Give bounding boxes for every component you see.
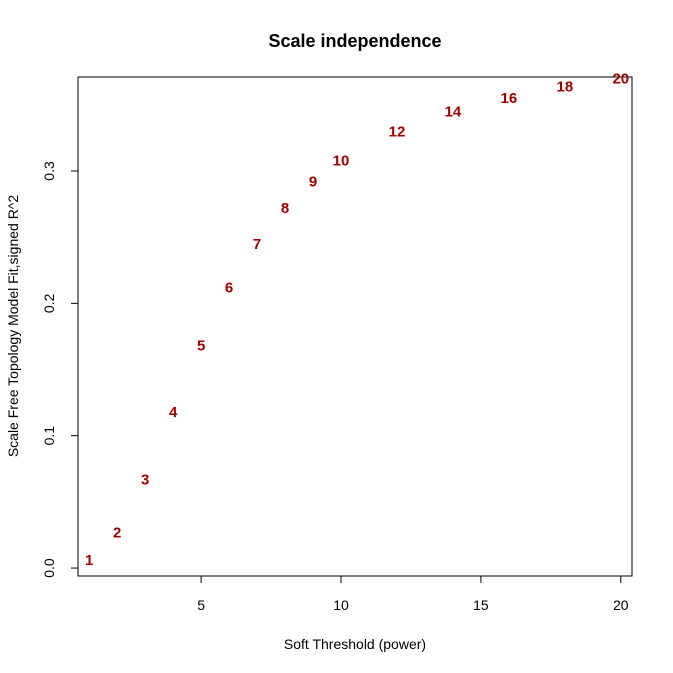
x-tick-label: 20 [613, 597, 629, 613]
plot-frame [77, 76, 633, 577]
y-tick-label: 0.2 [41, 293, 57, 313]
data-point-label: 6 [225, 279, 233, 296]
x-tick-label: 5 [197, 597, 205, 613]
data-point-label: 16 [501, 90, 518, 107]
y-tick-label: 0.0 [41, 558, 57, 578]
x-tick-label: 10 [333, 597, 349, 613]
data-point-label: 8 [281, 200, 289, 217]
data-point-label: 1 [85, 552, 93, 569]
y-tick-label: 0.3 [41, 161, 57, 181]
x-axis-label: Soft Threshold (power) [284, 636, 426, 652]
data-point-label: 20 [612, 70, 629, 87]
data-point-label: 12 [389, 123, 406, 140]
x-tick-label: 15 [473, 597, 489, 613]
data-point-label: 2 [113, 524, 121, 541]
data-point-label: 18 [557, 78, 574, 95]
data-point-label: 10 [333, 152, 350, 169]
data-point-label: 5 [197, 338, 205, 355]
y-axis-label: Scale Free Topology Model Fit,signed R^2 [5, 195, 21, 458]
data-point-label: 9 [309, 174, 317, 191]
x-axis: 5 10 15 20 [197, 576, 629, 613]
data-point-label: 14 [445, 103, 462, 120]
data-point-label: 3 [141, 471, 149, 488]
y-axis: 0.0 0.1 0.2 0.3 [41, 161, 78, 578]
chart-title: Scale independence [268, 31, 441, 51]
y-tick-label: 0.1 [41, 426, 57, 446]
data-point-label: 4 [169, 404, 178, 421]
data-point-label: 7 [253, 236, 261, 253]
